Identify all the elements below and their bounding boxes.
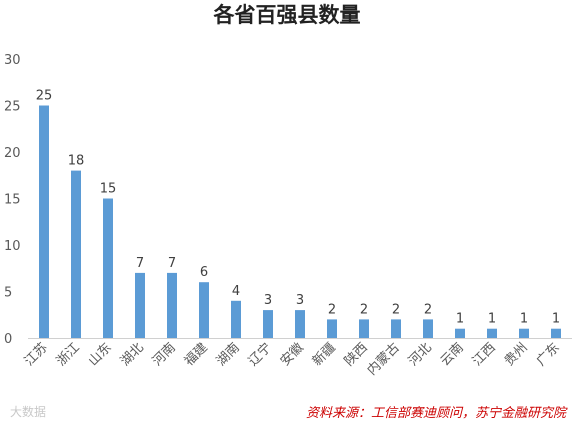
bar-云南	[455, 328, 465, 338]
data-label-福建: 6	[200, 265, 208, 280]
bar-内蒙古	[391, 319, 401, 338]
data-label-浙江: 18	[68, 154, 85, 169]
x-tick-label-湖北: 湖北	[118, 340, 147, 369]
x-tick-label-浙江: 浙江	[54, 340, 83, 369]
y-tick-label: 30	[4, 53, 21, 68]
x-tick-label-内蒙古: 内蒙古	[364, 340, 403, 379]
bar-湖北	[135, 272, 145, 338]
bar-浙江	[71, 170, 81, 338]
chart-title: 各省百强县数量	[213, 3, 361, 27]
x-tick-label-贵州: 贵州	[502, 340, 531, 369]
bar-山东	[103, 198, 113, 338]
bar-江西	[487, 328, 497, 338]
x-tick-label-湖南: 湖南	[213, 340, 243, 370]
data-labels: 25 18 15 7 7 6 4 3 3 2 2 2 2 1 1 1 1	[36, 89, 560, 327]
data-label-山东: 15	[100, 182, 117, 197]
data-label-湖南: 4	[232, 284, 240, 299]
data-label-贵州: 1	[520, 312, 528, 327]
data-label-辽宁: 3	[264, 293, 272, 308]
data-label-江苏: 25	[36, 89, 53, 104]
y-tick-label: 5	[4, 286, 12, 301]
data-label-广东: 1	[552, 312, 560, 327]
y-axis: 0 5 10 15 20 25 30	[4, 53, 21, 347]
data-label-安徽: 3	[296, 293, 304, 308]
source-note: 资料来源：工信部赛迪顾问，苏宁金融研究院	[306, 405, 568, 421]
data-label-湖北: 7	[136, 256, 144, 271]
bar-福建	[199, 282, 209, 338]
bar-安徽	[295, 310, 305, 338]
data-label-陕西: 2	[360, 302, 368, 317]
watermark: 大数据	[10, 404, 46, 419]
bar-河南	[167, 272, 177, 338]
data-label-河南: 7	[168, 256, 176, 271]
x-tick-label-云南: 云南	[437, 340, 467, 370]
y-tick-label: 20	[4, 146, 21, 161]
bar-江苏	[39, 105, 49, 338]
x-tick-label-江西: 江西	[470, 340, 499, 369]
bar-湖南	[231, 300, 241, 338]
y-tick-label: 0	[4, 332, 12, 347]
bars	[39, 105, 561, 338]
data-label-云南: 1	[456, 312, 464, 327]
bar-陕西	[359, 319, 369, 338]
x-tick-label-福建: 福建	[182, 340, 211, 369]
x-tick-label-安徽: 安徽	[278, 340, 307, 369]
x-tick-label-辽宁: 辽宁	[245, 340, 275, 370]
y-tick-label: 25	[4, 100, 21, 115]
x-tick-label-江苏: 江苏	[21, 340, 51, 370]
x-tick-label-河北: 河北	[406, 340, 435, 369]
bar-贵州	[519, 328, 529, 338]
bar-河北	[423, 319, 433, 338]
bar-辽宁	[263, 310, 273, 338]
bar-广东	[551, 328, 561, 338]
y-tick-label: 15	[4, 193, 21, 208]
x-tick-label-河南: 河南	[149, 340, 179, 370]
x-tick-label-新疆: 新疆	[309, 340, 339, 370]
data-label-河北: 2	[424, 302, 432, 317]
y-tick-label: 10	[4, 239, 21, 254]
x-tick-label-山东: 山东	[86, 340, 115, 369]
x-tick-label-广东: 广东	[534, 340, 563, 369]
data-label-内蒙古: 2	[392, 302, 400, 317]
data-label-江西: 1	[488, 312, 496, 327]
data-label-新疆: 2	[328, 302, 336, 317]
bar-新疆	[327, 319, 337, 338]
